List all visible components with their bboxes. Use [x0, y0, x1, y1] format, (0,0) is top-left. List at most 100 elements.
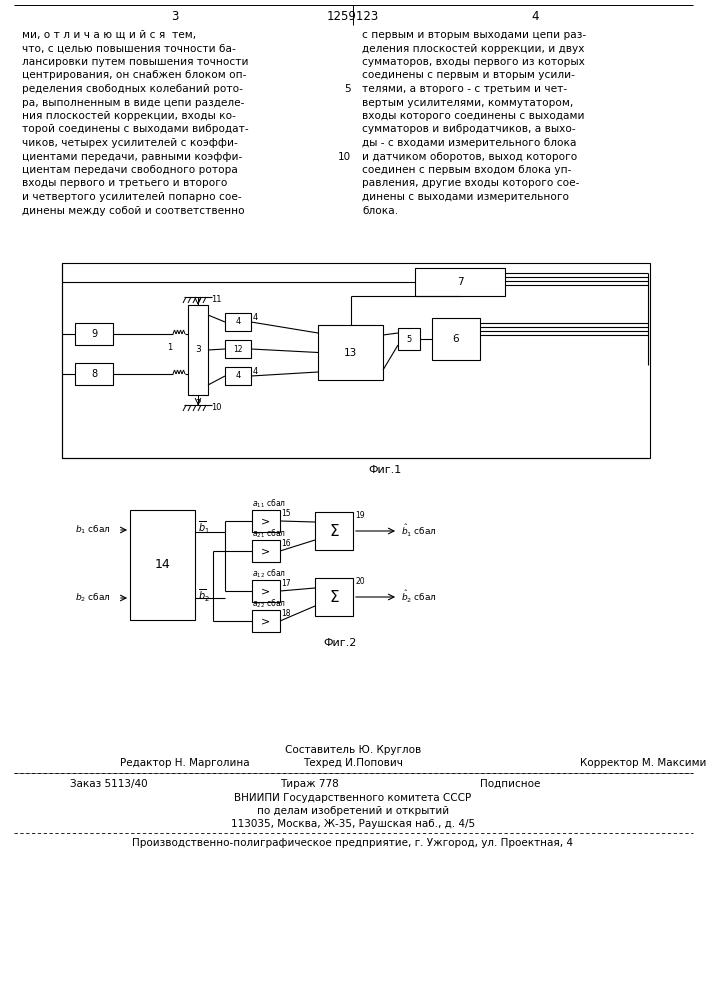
Text: торой соединены с выходами вибродат-: торой соединены с выходами вибродат-: [22, 124, 249, 134]
Text: Редактор Н. Марголина: Редактор Н. Марголина: [120, 758, 250, 768]
Text: 7: 7: [457, 277, 463, 287]
Bar: [398, 328, 420, 350]
Bar: [315, 578, 353, 616]
Text: Фиг.2: Фиг.2: [323, 638, 357, 648]
Text: Σ: Σ: [329, 524, 339, 538]
Bar: [252, 540, 280, 562]
Text: ми, о т л и ч а ю щ и й с я  тем,: ми, о т л и ч а ю щ и й с я тем,: [22, 30, 196, 40]
Text: 15: 15: [281, 509, 291, 518]
Text: 8: 8: [91, 369, 97, 379]
Text: телями, а второго - с третьим и чет-: телями, а второго - с третьим и чет-: [362, 84, 567, 94]
Text: 19: 19: [355, 511, 365, 520]
Text: 14: 14: [155, 558, 170, 572]
Text: Фиг.1: Фиг.1: [368, 465, 402, 475]
Bar: [225, 313, 251, 331]
Text: и датчиком оборотов, выход которого: и датчиком оборотов, выход которого: [362, 151, 577, 161]
Text: 18: 18: [281, 609, 291, 618]
Text: 3: 3: [195, 346, 201, 355]
Text: что, с целью повышения точности ба-: что, с целью повышения точности ба-: [22, 43, 235, 53]
Text: $a_{12}$ сбал: $a_{12}$ сбал: [252, 568, 286, 580]
Text: $a_{11}$ сбал: $a_{11}$ сбал: [252, 498, 286, 510]
Text: соединен с первым входом блока уп-: соединен с первым входом блока уп-: [362, 165, 571, 175]
Text: Заказ 5113/40: Заказ 5113/40: [70, 779, 148, 789]
Text: ра, выполненным в виде цепи разделе-: ра, выполненным в виде цепи разделе-: [22, 98, 245, 107]
Text: Подписное: Подписное: [480, 779, 540, 789]
Text: 4: 4: [235, 371, 240, 380]
Bar: [225, 340, 251, 358]
Bar: [432, 318, 480, 360]
Text: входы первого и третьего и второго: входы первого и третьего и второго: [22, 178, 228, 188]
Text: $b_2$ сбал: $b_2$ сбал: [75, 592, 111, 604]
Text: 11: 11: [211, 295, 221, 304]
Text: равления, другие входы которого сое-: равления, другие входы которого сое-: [362, 178, 579, 188]
Text: 5: 5: [344, 84, 351, 94]
Text: 4: 4: [531, 10, 539, 23]
Text: 4: 4: [253, 313, 258, 322]
Text: >: >: [262, 616, 271, 626]
Bar: [188, 305, 208, 395]
Text: 9: 9: [91, 329, 97, 339]
Bar: [62, 263, 650, 458]
Text: >: >: [262, 586, 271, 596]
Text: 20: 20: [355, 577, 365, 586]
Bar: [252, 510, 280, 532]
Text: $b_1$ сбал: $b_1$ сбал: [75, 524, 111, 536]
Text: $a_{21}$ сбал: $a_{21}$ сбал: [252, 528, 286, 540]
Text: 12: 12: [233, 344, 243, 354]
Text: с первым и вторым выходами цепи раз-: с первым и вторым выходами цепи раз-: [362, 30, 586, 40]
Bar: [415, 268, 505, 296]
Bar: [252, 580, 280, 602]
Bar: [75, 323, 113, 345]
Text: $\hat{b}_2$ сбал: $\hat{b}_2$ сбал: [401, 589, 437, 605]
Text: ВНИИПИ Государственного комитета СССР: ВНИИПИ Государственного комитета СССР: [235, 793, 472, 803]
Text: >: >: [262, 516, 271, 526]
Text: $\overline{b}_1$: $\overline{b}_1$: [198, 520, 210, 536]
Text: >: >: [262, 546, 271, 556]
Text: вертым усилителями, коммутатором,: вертым усилителями, коммутатором,: [362, 98, 573, 107]
Text: циентами передачи, равными коэффи-: циентами передачи, равными коэффи-: [22, 151, 243, 161]
Text: и четвертого усилителей попарно сое-: и четвертого усилителей попарно сое-: [22, 192, 242, 202]
Bar: [225, 367, 251, 385]
Text: динены между собой и соответственно: динены между собой и соответственно: [22, 206, 245, 216]
Text: $\hat{b}_1$ сбал: $\hat{b}_1$ сбал: [401, 523, 437, 539]
Text: центрирования, он снабжен блоком оп-: центрирования, он снабжен блоком оп-: [22, 70, 246, 81]
Text: Производственно-полиграфическое предприятие, г. Ужгород, ул. Проектная, 4: Производственно-полиграфическое предприя…: [132, 838, 573, 848]
Text: циентам передачи свободного ротора: циентам передачи свободного ротора: [22, 165, 238, 175]
Bar: [75, 363, 113, 385]
Text: 1: 1: [168, 344, 173, 353]
Text: ды - с входами измерительного блока: ды - с входами измерительного блока: [362, 138, 576, 148]
Bar: [130, 510, 195, 620]
Text: Тираж 778: Тираж 778: [280, 779, 339, 789]
Text: 16: 16: [281, 539, 291, 548]
Text: 10: 10: [338, 151, 351, 161]
Text: динены с выходами измерительного: динены с выходами измерительного: [362, 192, 569, 202]
Text: по делам изобретений и открытий: по делам изобретений и открытий: [257, 806, 449, 816]
Text: ния плоскостей коррекции, входы ко-: ния плоскостей коррекции, входы ко-: [22, 111, 236, 121]
Bar: [318, 325, 383, 380]
Text: $a_{22}$ сбал: $a_{22}$ сбал: [252, 598, 286, 610]
Text: 17: 17: [281, 579, 291, 588]
Text: 5: 5: [407, 334, 411, 344]
Text: 113035, Москва, Ж-35, Раушская наб., д. 4/5: 113035, Москва, Ж-35, Раушская наб., д. …: [231, 819, 475, 829]
Text: 10: 10: [211, 403, 221, 412]
Text: чиков, четырех усилителей с коэффи-: чиков, четырех усилителей с коэффи-: [22, 138, 238, 148]
Text: блока.: блока.: [362, 206, 398, 216]
Text: 4: 4: [253, 367, 258, 376]
Text: 2: 2: [195, 399, 201, 408]
Bar: [252, 610, 280, 632]
Bar: [315, 512, 353, 550]
Text: 13: 13: [344, 348, 357, 358]
Text: Техред И.Попович: Техред И.Попович: [303, 758, 403, 768]
Text: сумматоров, входы первого из которых: сумматоров, входы первого из которых: [362, 57, 585, 67]
Text: ределения свободных колебаний рото-: ределения свободных колебаний рото-: [22, 84, 243, 94]
Text: 1259123: 1259123: [327, 10, 379, 23]
Text: $\overline{b}_2$: $\overline{b}_2$: [198, 588, 210, 604]
Text: Σ: Σ: [329, 589, 339, 604]
Text: соединены с первым и вторым усили-: соединены с первым и вторым усили-: [362, 70, 575, 81]
Text: лансировки путем повышения точности: лансировки путем повышения точности: [22, 57, 248, 67]
Text: входы которого соединены с выходами: входы которого соединены с выходами: [362, 111, 585, 121]
Text: 3: 3: [171, 10, 179, 23]
Text: 4: 4: [235, 318, 240, 326]
Text: сумматоров и вибродатчиков, а выхо-: сумматоров и вибродатчиков, а выхо-: [362, 124, 575, 134]
Text: 6: 6: [452, 334, 460, 344]
